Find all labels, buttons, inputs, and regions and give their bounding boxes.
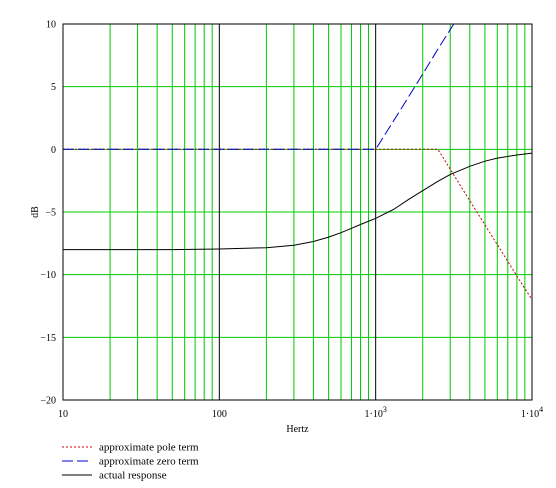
series-line bbox=[63, 24, 455, 150]
series-layer bbox=[63, 24, 532, 300]
series-line bbox=[63, 148, 532, 300]
y-tick-label: −15 bbox=[40, 333, 56, 344]
y-tick-label: −10 bbox=[40, 270, 56, 281]
grid bbox=[62, 23, 533, 401]
legend-label: actual response bbox=[99, 470, 167, 482]
y-tick-label: 5 bbox=[51, 82, 56, 93]
y-axis-label: dB bbox=[30, 206, 41, 218]
y-tick-label: 0 bbox=[51, 145, 56, 156]
x-tick-label: 1·104 bbox=[521, 405, 543, 420]
plot-frame bbox=[62, 23, 533, 401]
x-tick-label: 10 bbox=[58, 409, 68, 420]
x-axis-label: Hertz bbox=[286, 424, 309, 435]
series-line bbox=[63, 152, 532, 251]
legend-label: approximate pole term bbox=[99, 442, 199, 454]
y-tick-label: 10 bbox=[46, 20, 56, 31]
legend: approximate pole term approximate zero te… bbox=[62, 442, 199, 482]
y-tick-label: −20 bbox=[40, 396, 56, 407]
x-tick-label: 100 bbox=[212, 409, 227, 420]
y-tick-label: −5 bbox=[45, 208, 56, 219]
legend-label: approximate zero term bbox=[99, 456, 199, 468]
x-tick-label: 1·103 bbox=[364, 405, 386, 420]
